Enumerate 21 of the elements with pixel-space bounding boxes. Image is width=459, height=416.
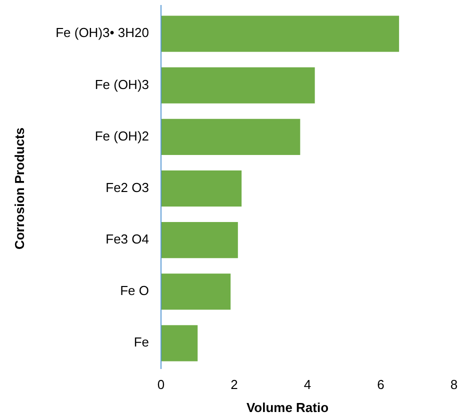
- bar: [161, 170, 242, 207]
- bar: [161, 118, 300, 155]
- y-tick-label: Fe O: [120, 283, 149, 298]
- y-tick-label: Fe (OH)3: [94, 76, 149, 92]
- x-tick-label: 8: [450, 377, 458, 392]
- y-tick-label: Fe: [134, 334, 149, 350]
- bar: [161, 16, 400, 52]
- x-tick-label: 0: [157, 377, 165, 392]
- y-tick-label: Fe (OH)2: [94, 128, 149, 144]
- bar: [161, 222, 238, 258]
- y-axis-title: Corrosion Products: [12, 127, 27, 250]
- y-tick-label: Fe2 O3: [106, 180, 149, 195]
- bar: [161, 274, 231, 310]
- bar: [161, 67, 315, 104]
- y-tick-label: Fe (OH)3• 3H20: [56, 25, 149, 40]
- y-tick-label: Fe3 O4: [106, 232, 149, 247]
- x-tick-label: 2: [230, 377, 238, 392]
- x-axis-title: Volume Ratio: [246, 400, 329, 415]
- bar: [161, 325, 198, 362]
- x-tick-label: 4: [304, 377, 312, 392]
- x-tick-label: 6: [377, 377, 384, 392]
